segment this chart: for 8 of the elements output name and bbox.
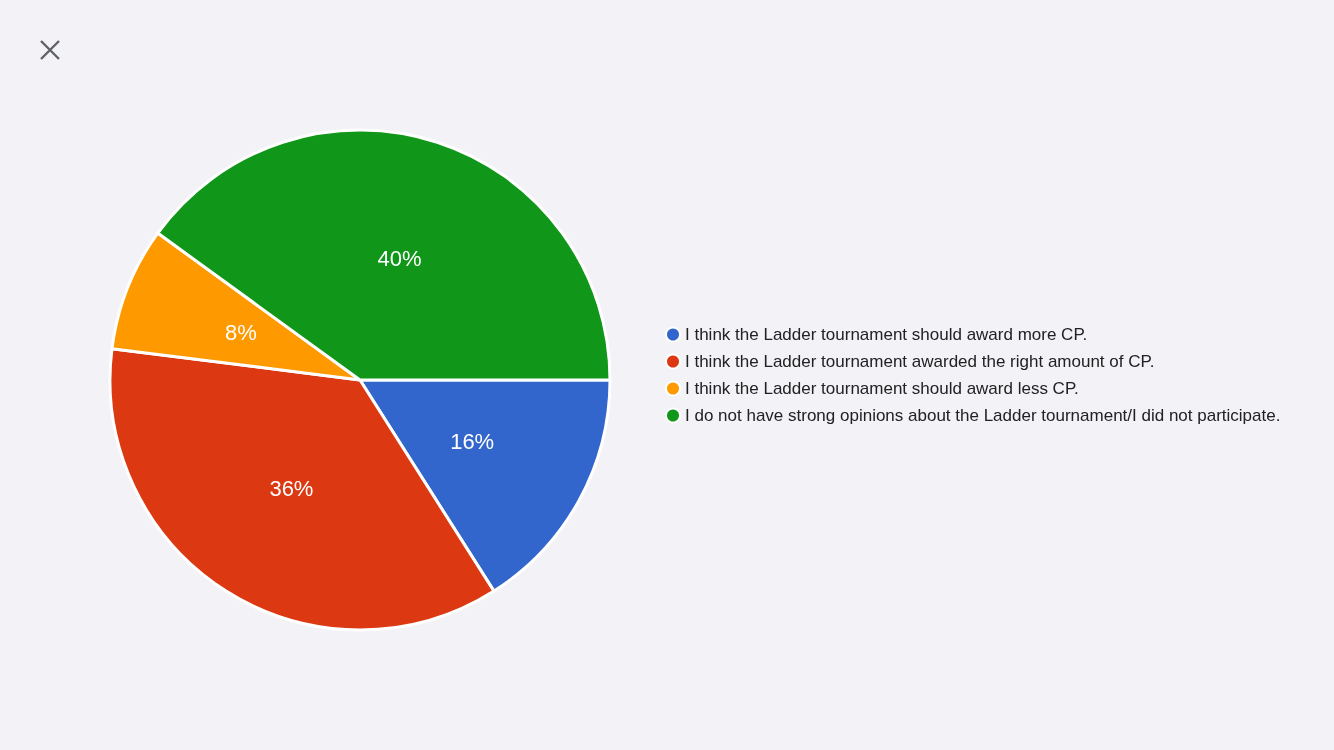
data-label: 8% xyxy=(225,320,257,346)
data-label: 40% xyxy=(377,245,422,271)
legend-label: I think the Ladder tournament awarded the right amount of CP. xyxy=(685,352,1155,371)
legend-label: I think the Ladder tournament should award less CP. xyxy=(685,379,1079,398)
data-label: 16% xyxy=(450,429,495,455)
data-label: 36% xyxy=(269,475,314,501)
legend-label: I think the Ladder tournament should award more CP. xyxy=(685,325,1088,344)
legend-label: I do not have strong opinions about the Ladder tournament/I did not participate. xyxy=(685,406,1281,425)
